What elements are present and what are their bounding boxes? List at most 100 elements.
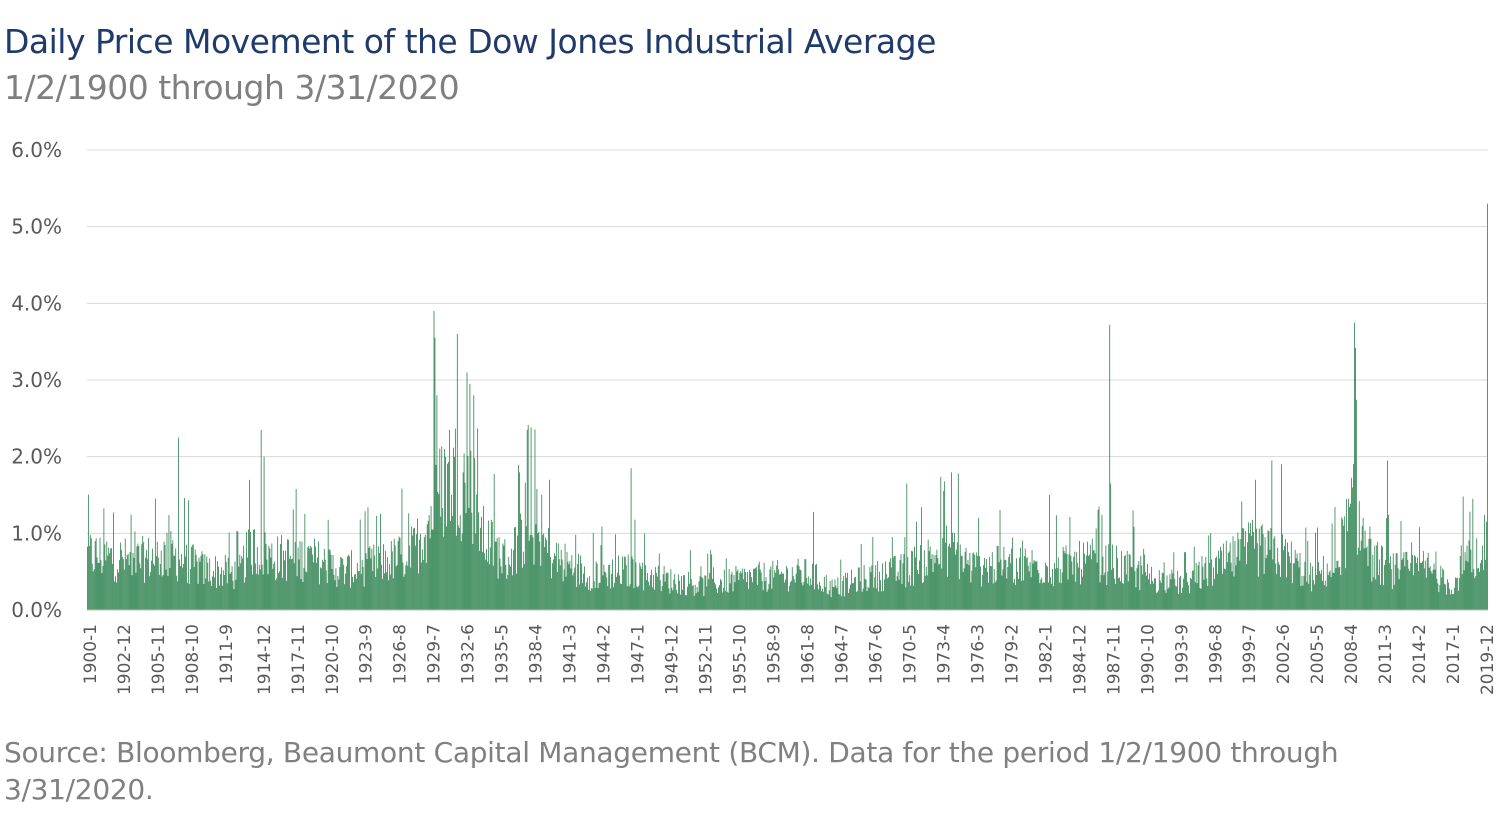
bar bbox=[1432, 569, 1434, 610]
bar bbox=[140, 568, 142, 610]
bar bbox=[89, 535, 91, 610]
bar bbox=[1169, 574, 1171, 610]
bar bbox=[1154, 578, 1155, 610]
bar bbox=[1259, 545, 1261, 610]
bar bbox=[1372, 554, 1374, 610]
bar bbox=[790, 580, 792, 610]
bar bbox=[998, 562, 1000, 610]
bar bbox=[1272, 559, 1274, 610]
bar bbox=[1451, 589, 1452, 610]
bar bbox=[581, 563, 582, 610]
bar bbox=[576, 587, 578, 610]
bar bbox=[454, 457, 455, 610]
bar bbox=[285, 550, 286, 610]
bar bbox=[1153, 583, 1154, 610]
bar bbox=[1183, 578, 1184, 610]
bar bbox=[1213, 567, 1214, 610]
bar bbox=[380, 513, 381, 610]
bar bbox=[1068, 554, 1070, 610]
bar bbox=[341, 557, 343, 610]
bar bbox=[982, 574, 983, 610]
bar bbox=[1312, 566, 1314, 610]
bar bbox=[313, 562, 314, 610]
bar bbox=[370, 558, 372, 610]
bar bbox=[819, 582, 820, 610]
x-tick-label: 1982-1 bbox=[1036, 624, 1056, 684]
bar bbox=[301, 541, 303, 610]
chart-subtitle: 1/2/1900 through 3/31/2020 bbox=[4, 68, 460, 107]
bar bbox=[987, 571, 988, 610]
bar bbox=[1234, 541, 1236, 610]
bar bbox=[1195, 563, 1197, 610]
bar bbox=[506, 578, 508, 610]
bar bbox=[970, 582, 972, 610]
bar bbox=[735, 565, 737, 610]
bar bbox=[932, 572, 934, 610]
x-tick-label: 1938-4 bbox=[527, 624, 547, 684]
bar bbox=[386, 572, 387, 610]
bar bbox=[731, 571, 733, 610]
bar bbox=[1472, 498, 1474, 610]
bar bbox=[486, 549, 487, 610]
bar bbox=[609, 564, 611, 610]
bar bbox=[1300, 586, 1302, 610]
bar bbox=[1296, 553, 1298, 610]
bar bbox=[1160, 582, 1162, 610]
bar bbox=[1242, 527, 1244, 610]
bar bbox=[643, 590, 645, 610]
bar bbox=[721, 592, 723, 610]
bar bbox=[1261, 524, 1263, 610]
bar bbox=[1393, 584, 1395, 610]
bar bbox=[829, 580, 831, 610]
bar bbox=[525, 526, 527, 610]
bar bbox=[453, 447, 454, 610]
x-tick-label: 1929-7 bbox=[425, 624, 445, 684]
bar bbox=[657, 565, 659, 610]
bar bbox=[1144, 554, 1146, 610]
bar bbox=[1364, 530, 1366, 610]
bar bbox=[784, 582, 785, 610]
bar bbox=[1324, 580, 1326, 610]
bar bbox=[796, 564, 798, 610]
bar bbox=[622, 569, 624, 610]
bar bbox=[898, 579, 900, 610]
bar bbox=[1079, 540, 1081, 610]
bar bbox=[693, 595, 695, 610]
bar bbox=[697, 591, 699, 610]
bar bbox=[767, 589, 769, 610]
bar bbox=[871, 565, 873, 610]
bar bbox=[1482, 545, 1483, 610]
bar bbox=[1371, 581, 1373, 610]
bar bbox=[351, 550, 352, 610]
bar bbox=[1256, 543, 1258, 610]
bar bbox=[1320, 573, 1321, 610]
bar bbox=[1123, 556, 1125, 610]
bar bbox=[1222, 543, 1224, 610]
bar bbox=[618, 555, 619, 610]
bar bbox=[537, 533, 539, 610]
bar bbox=[1114, 578, 1115, 610]
bar bbox=[734, 582, 736, 610]
bar bbox=[135, 572, 137, 610]
bar bbox=[760, 572, 762, 610]
bar bbox=[873, 587, 875, 610]
bar bbox=[1265, 558, 1267, 610]
bar bbox=[984, 557, 985, 610]
bar bbox=[164, 544, 166, 610]
bar bbox=[189, 569, 191, 610]
bar bbox=[481, 516, 482, 610]
bar bbox=[404, 573, 406, 610]
bar bbox=[248, 529, 249, 610]
bar bbox=[1016, 558, 1017, 610]
bar bbox=[227, 557, 229, 610]
bar bbox=[1161, 572, 1163, 610]
bar bbox=[1140, 555, 1142, 610]
bar bbox=[1208, 535, 1210, 610]
x-tick-label: 1935-5 bbox=[493, 624, 513, 684]
bar bbox=[889, 558, 891, 610]
bar bbox=[687, 586, 688, 610]
bar bbox=[573, 572, 575, 610]
bar bbox=[1361, 525, 1363, 610]
bar bbox=[779, 574, 781, 610]
bar bbox=[951, 472, 952, 610]
